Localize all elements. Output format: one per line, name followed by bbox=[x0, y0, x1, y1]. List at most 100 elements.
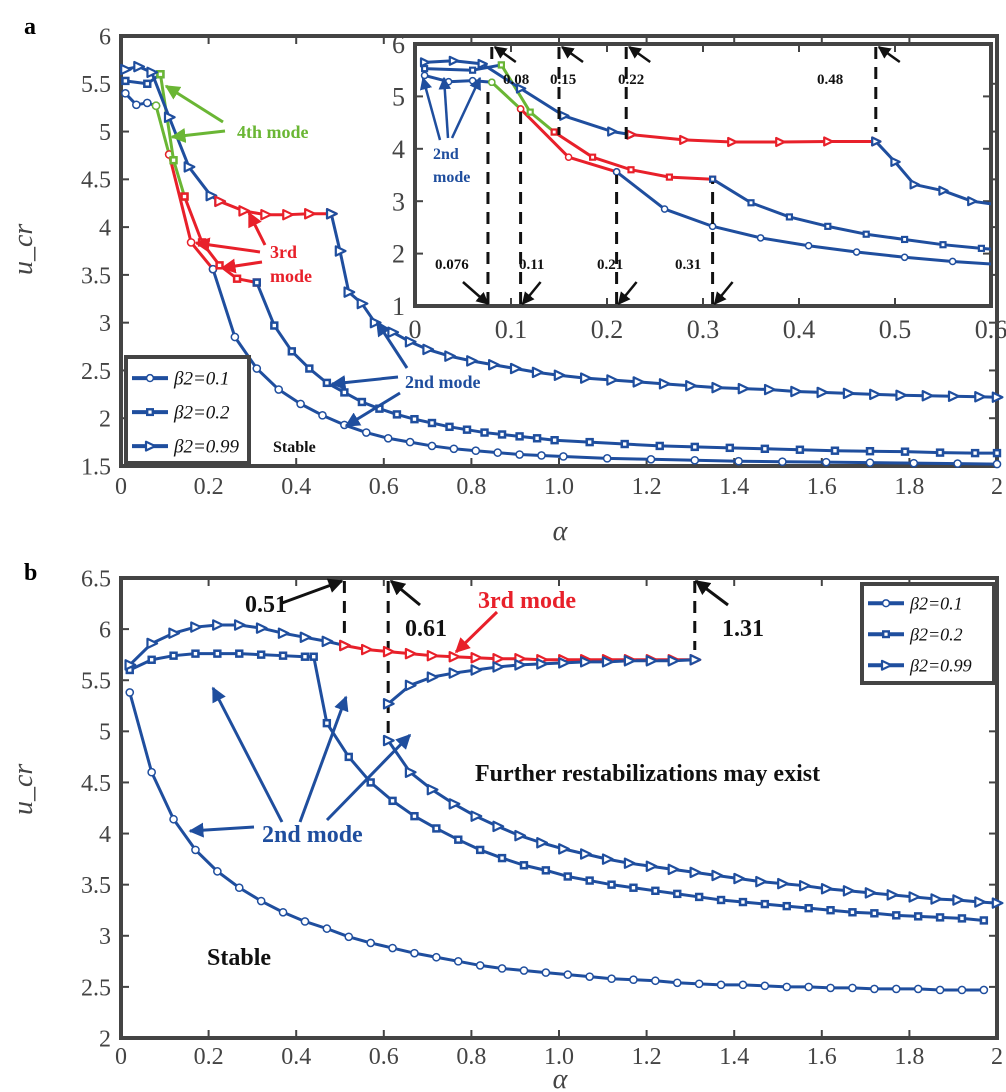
data-point-triangle bbox=[947, 390, 960, 402]
data-point-square-center bbox=[719, 898, 723, 902]
marker-label-bottom: 0.21 bbox=[597, 257, 623, 273]
data-point-circle bbox=[607, 974, 616, 984]
data-point-square-center bbox=[631, 886, 636, 890]
data-point-circle bbox=[515, 450, 524, 459]
data-point-circle bbox=[121, 89, 130, 98]
x-tick-label: 1.8 bbox=[894, 474, 924, 500]
data-point-circle bbox=[410, 948, 419, 958]
data-point-circle bbox=[252, 364, 262, 373]
data-point-square-center bbox=[482, 430, 487, 435]
x-axis-label-b: α bbox=[553, 1064, 569, 1092]
data-point-square-center bbox=[149, 658, 154, 662]
y-tick-label: 4.5 bbox=[81, 771, 111, 797]
y-tick-label: 6 bbox=[392, 30, 405, 59]
data-point-circle bbox=[708, 222, 717, 231]
data-point-triangle bbox=[382, 734, 395, 747]
data-point-triangle bbox=[737, 382, 750, 395]
data-point-triangle bbox=[536, 658, 549, 670]
data-point-circle bbox=[804, 982, 813, 992]
x-tick-label: 1.8 bbox=[894, 1044, 924, 1070]
data-point-triangle bbox=[514, 829, 527, 842]
data-point-circle bbox=[519, 966, 529, 975]
legend-entry: β2=0.1 bbox=[173, 369, 230, 390]
data-point-triangle bbox=[515, 83, 527, 94]
data-point-circle bbox=[734, 456, 743, 466]
x-tick-label: 2 bbox=[991, 474, 1003, 500]
data-point-triangle bbox=[952, 894, 965, 906]
data-point-square-center bbox=[864, 232, 868, 236]
data-point-triangle bbox=[492, 653, 505, 665]
data-point-square-center bbox=[728, 446, 732, 450]
data-point-triangle bbox=[514, 659, 527, 671]
data-point-square-center bbox=[960, 916, 964, 921]
series-line-circle-2nd-mode bbox=[424, 73, 492, 84]
data-point-triangle bbox=[120, 63, 132, 76]
data-point-square-center bbox=[281, 654, 285, 658]
data-point-triangle bbox=[531, 366, 544, 379]
series-line-circle-2nd-mode bbox=[124, 92, 157, 108]
data-point-square-center bbox=[290, 349, 294, 354]
x-tick-label: 0.3 bbox=[687, 315, 720, 344]
marker-label-top: 0.08 bbox=[503, 72, 529, 88]
data-point-triangle bbox=[895, 389, 908, 402]
legend-marker-square-center bbox=[884, 632, 888, 636]
data-point-circle bbox=[213, 867, 222, 876]
data-point-triangle bbox=[658, 378, 671, 390]
data-point-triangle bbox=[360, 643, 373, 656]
data-point-square-center bbox=[259, 652, 263, 657]
data-point-circle bbox=[559, 452, 568, 461]
data-point-triangle bbox=[667, 863, 680, 876]
data-point-circle bbox=[953, 459, 962, 468]
x-tick-label: 0.4 bbox=[281, 474, 311, 500]
data-point-triangle bbox=[356, 297, 369, 310]
data-point-circle bbox=[821, 457, 831, 467]
data-point-triangle bbox=[470, 664, 483, 676]
data-point-square-center bbox=[591, 155, 595, 159]
data-point-circle bbox=[852, 248, 861, 256]
annotation-2nd-mode: 2nd mode bbox=[405, 372, 481, 392]
data-point-triangle bbox=[974, 896, 987, 908]
data-point-circle bbox=[361, 428, 371, 437]
annotation-arrow bbox=[325, 733, 412, 822]
data-point-square-center bbox=[390, 799, 395, 803]
data-point-circle bbox=[957, 985, 967, 995]
data-point-square-center bbox=[123, 79, 128, 83]
data-point-circle bbox=[612, 168, 621, 176]
data-point-square-center bbox=[412, 814, 417, 818]
panel-b: 0 0.2 0.4 0.6 0.8 1.0 1.2 1.4 1.6 1.8 2 2 2.5 3 3.5 4 4.… bbox=[81, 566, 1004, 1070]
marker-arrow bbox=[877, 45, 901, 64]
marker-label-top: 0.48 bbox=[817, 72, 843, 88]
data-point-square-center bbox=[850, 910, 855, 914]
data-point-triangle bbox=[466, 355, 478, 367]
annotation-arrow bbox=[247, 211, 267, 246]
x-tick-label: 0.1 bbox=[495, 315, 528, 344]
x-tick-label: 0.8 bbox=[456, 1044, 486, 1070]
data-point-square-center bbox=[868, 449, 872, 453]
data-point-circle bbox=[756, 234, 765, 242]
y-tick-label: 2.5 bbox=[81, 359, 111, 385]
data-point-circle bbox=[186, 238, 196, 247]
data-point-triangle bbox=[325, 208, 338, 220]
data-point-circle bbox=[826, 983, 835, 993]
data-point-square-center bbox=[916, 914, 920, 919]
data-point-circle bbox=[256, 896, 266, 906]
data-point-triangle bbox=[168, 627, 181, 639]
y-tick-label: 2 bbox=[99, 1026, 111, 1052]
series-line-circle-4th-mode bbox=[154, 105, 171, 155]
data-point-circle bbox=[169, 814, 178, 824]
data-point-triangle bbox=[146, 66, 159, 79]
data-point-triangle bbox=[343, 286, 356, 298]
data-point-square-center bbox=[587, 440, 592, 444]
data-point-circle bbox=[151, 101, 161, 111]
y-tick-label: 4 bbox=[99, 822, 111, 848]
annotation-arrow bbox=[375, 320, 409, 369]
data-point-triangle bbox=[536, 837, 549, 849]
annotation-2nd-mode: 2nd mode bbox=[262, 822, 363, 848]
data-point-square-center bbox=[325, 721, 329, 725]
data-point-circle bbox=[366, 938, 375, 948]
data-point-circle bbox=[453, 957, 463, 966]
data-point-triangle bbox=[777, 877, 789, 890]
data-point-circle bbox=[475, 961, 485, 970]
data-point-triangle bbox=[146, 637, 159, 650]
data-point-square-center bbox=[623, 442, 627, 446]
